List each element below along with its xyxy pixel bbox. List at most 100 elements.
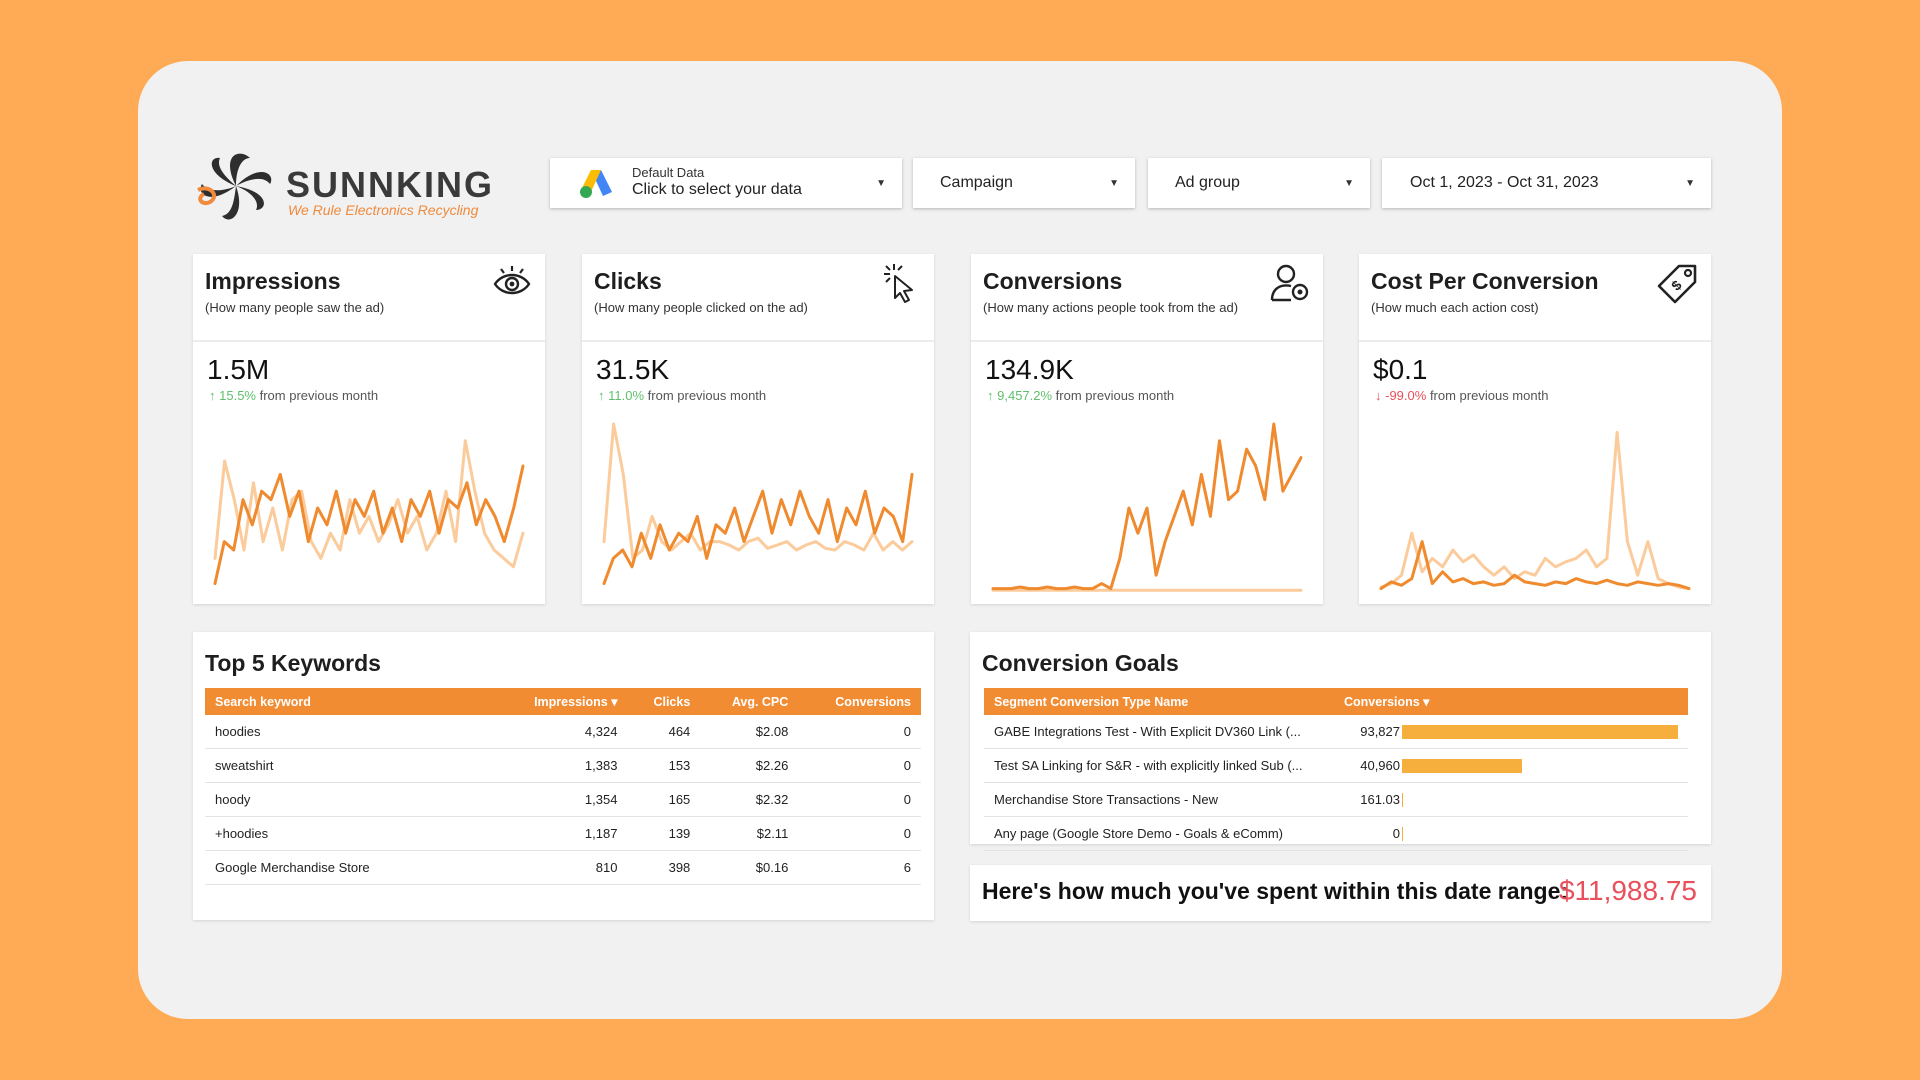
kpi-value: 31.5K: [596, 354, 670, 385]
kpi-delta: ↑ 9,457.2% from previous month: [987, 388, 1175, 403]
goal-bar: [1402, 725, 1678, 740]
sparkline-current-series: [1379, 540, 1691, 591]
conversions-cell: 6: [798, 850, 921, 885]
kpi-title: Conversions: [983, 268, 1123, 294]
keywords-table: Search keyword Impressions ▾ Clicks Avg.…: [205, 688, 921, 885]
keyword-cell: Google Merchandise Store: [205, 850, 495, 885]
chevron-down-icon: ▼: [1685, 177, 1695, 189]
kpi-subtitle: (How much each action cost): [1371, 300, 1539, 315]
kpi-subtitle: (How many people saw the ad): [205, 300, 385, 315]
spend-summary: Here's how much you've spent within this…: [970, 865, 1711, 921]
column-header[interactable]: Clicks: [627, 688, 701, 715]
conversion-goals-card: Conversion Goals Segment Conversion Type…: [970, 632, 1711, 851]
section-title: Top 5 Keywords: [205, 650, 381, 676]
data-source-label: Default Data: [632, 165, 705, 181]
table-row[interactable]: Any page (Google Store Demo - Goals & eC…: [984, 816, 1688, 851]
clicks-cell: 153: [627, 748, 701, 783]
google-ads-icon: [580, 170, 612, 198]
column-header[interactable]: Conversions ▾: [1334, 688, 1688, 715]
section-title: Conversion Goals: [982, 650, 1179, 676]
chevron-down-icon: ▼: [876, 177, 886, 189]
table-row[interactable]: Merchandise Store Transactions - New 161.…: [984, 782, 1688, 817]
kpi-subtitle: (How many actions people took from the a…: [983, 300, 1239, 315]
keyword-cell: +hoodies: [205, 816, 495, 851]
conversions-cell: 0: [798, 782, 921, 817]
spend-label: Here's how much you've spent within this…: [982, 878, 1569, 904]
sparkline-current-series: [991, 422, 1303, 591]
kpi-value: $0.1: [1373, 354, 1428, 385]
cursor-click-icon: [884, 264, 913, 303]
column-header[interactable]: Segment Conversion Type Name: [984, 688, 1334, 715]
table-row[interactable]: sweatshirt 1,383 153 $2.26 0: [205, 748, 921, 783]
table-row[interactable]: Test SA Linking for S&R - with explicitl…: [984, 748, 1688, 783]
column-header[interactable]: Avg. CPC: [700, 688, 799, 715]
svg-text:$: $: [1668, 277, 1685, 294]
column-header[interactable]: Impressions ▾: [495, 688, 628, 715]
goal-bar: [1402, 827, 1403, 842]
ad-group-filter-label: Ad group: [1175, 174, 1240, 191]
sparkline-current-series: [602, 472, 914, 586]
table-row[interactable]: GABE Integrations Test - With Explicit D…: [984, 715, 1688, 749]
kpi-delta: ↓ -99.0% from previous month: [1375, 388, 1549, 403]
goal-name-cell: Test SA Linking for S&R - with explicitl…: [984, 748, 1334, 783]
clicks-sparkline: [602, 422, 914, 586]
campaign-filter[interactable]: Campaign ▼: [913, 158, 1135, 208]
clicks-cell: 464: [627, 715, 701, 749]
kpi-delta: ↑ 11.0% from previous month: [598, 388, 767, 403]
goal-value-cell: 93,827: [1334, 715, 1688, 749]
keyword-cell: sweatshirt: [205, 748, 495, 783]
cost-per-conversion-sparkline: [1379, 430, 1691, 591]
impressions-cell: 1,383: [495, 748, 628, 783]
kpi-delta: ↑ 15.5% from previous month: [209, 388, 379, 403]
cpc-cell: $2.32: [700, 782, 799, 817]
kpi-value: 134.9K: [985, 354, 1074, 385]
table-row[interactable]: hoodies 4,324 464 $2.08 0: [205, 715, 921, 749]
chevron-down-icon: ▼: [1109, 177, 1119, 189]
goal-bar: [1402, 793, 1403, 808]
cpc-cell: $2.11: [700, 816, 799, 851]
impressions-cell: 810: [495, 850, 628, 885]
table-header-row: Search keyword Impressions ▾ Clicks Avg.…: [205, 688, 921, 715]
ad-group-filter[interactable]: Ad group ▼: [1148, 158, 1370, 208]
data-source-selector[interactable]: Default Data Click to select your data ▼: [550, 158, 902, 208]
brand-tagline: We Rule Electronics Recycling: [288, 202, 479, 218]
conversions-cell: 0: [798, 748, 921, 783]
date-range-label: Oct 1, 2023 - Oct 31, 2023: [1410, 174, 1599, 191]
sparkline-previous-series: [213, 439, 525, 569]
cpc-cell: $2.26: [700, 748, 799, 783]
clicks-cell: 139: [627, 816, 701, 851]
price-tag-icon: $: [1657, 264, 1697, 304]
kpi-title: Cost Per Conversion: [1371, 268, 1599, 294]
column-header[interactable]: Conversions: [798, 688, 921, 715]
brand-name: SUNNKING: [286, 164, 495, 205]
column-header[interactable]: Search keyword: [205, 688, 495, 715]
goal-value-cell: 161.03: [1334, 782, 1688, 817]
clicks-cell: 398: [627, 850, 701, 885]
kpi-card-cost-per-conversion: Cost Per Conversion (How much each actio…: [1359, 254, 1711, 604]
keyword-cell: hoody: [205, 782, 495, 817]
table-row[interactable]: +hoodies 1,187 139 $2.11 0: [205, 816, 921, 851]
spend-value: $11,988.75: [1558, 875, 1697, 906]
kpi-value: 1.5M: [207, 354, 270, 385]
sun-logo-icon: [197, 153, 272, 220]
impressions-sparkline: [213, 439, 525, 586]
kpi-card-conversions: Conversions (How many actions people too…: [971, 254, 1323, 604]
cpc-cell: $2.08: [700, 715, 799, 749]
date-range-picker[interactable]: Oct 1, 2023 - Oct 31, 2023 ▼: [1382, 158, 1711, 208]
table-row[interactable]: hoody 1,354 165 $2.32 0: [205, 782, 921, 817]
goal-value-cell: 40,960: [1334, 748, 1688, 783]
table-row[interactable]: Google Merchandise Store 810 398 $0.16 6: [205, 850, 921, 885]
sparkline-previous-series: [1379, 430, 1691, 591]
goal-bar: [1402, 759, 1523, 774]
conversions-cell: 0: [798, 816, 921, 851]
kpi-title: Impressions: [205, 268, 341, 294]
cpc-cell: $0.16: [700, 850, 799, 885]
impressions-cell: 4,324: [495, 715, 628, 749]
impressions-cell: 1,354: [495, 782, 628, 817]
campaign-filter-label: Campaign: [940, 174, 1013, 191]
goals-table: Segment Conversion Type Name Conversions…: [984, 688, 1688, 851]
data-source-hint: Click to select your data: [632, 181, 802, 199]
chevron-down-icon: ▼: [1344, 177, 1354, 189]
kpi-card-clicks: Clicks (How many people clicked on the a…: [582, 254, 934, 604]
table-header-row: Segment Conversion Type Name Conversions…: [984, 688, 1688, 715]
